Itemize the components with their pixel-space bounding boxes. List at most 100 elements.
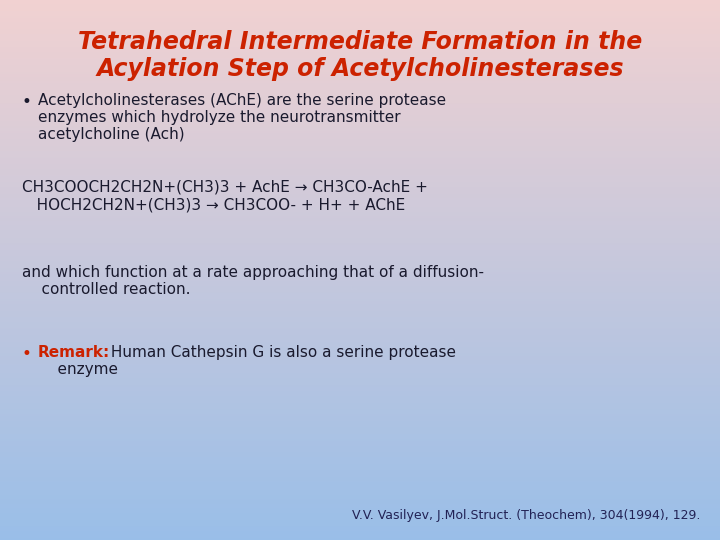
Text: •: • — [22, 93, 32, 111]
Bar — [0, 524, 720, 525]
Bar — [0, 259, 720, 261]
Text: HOCH2CH2N+(CH3)3 → CH3COO- + H+ + AChE: HOCH2CH2N+(CH3)3 → CH3COO- + H+ + AChE — [22, 197, 405, 212]
Bar — [0, 43, 720, 45]
Bar — [0, 342, 720, 344]
Bar — [0, 495, 720, 497]
Bar — [0, 366, 720, 367]
Bar — [0, 421, 720, 423]
Bar — [0, 471, 720, 474]
Bar — [0, 324, 720, 326]
Bar — [0, 250, 720, 252]
Bar — [0, 196, 720, 198]
Bar — [0, 66, 720, 69]
Bar — [0, 312, 720, 313]
Bar — [0, 113, 720, 115]
Bar — [0, 200, 720, 201]
Bar — [0, 133, 720, 135]
Bar — [0, 147, 720, 150]
Bar — [0, 434, 720, 436]
Bar — [0, 441, 720, 443]
Bar — [0, 326, 720, 328]
Bar — [0, 340, 720, 342]
Bar — [0, 34, 720, 36]
Text: Acylation Step of Acetylcholinesterases: Acylation Step of Acetylcholinesterases — [96, 57, 624, 81]
Bar — [0, 38, 720, 39]
Text: enzyme: enzyme — [38, 362, 118, 377]
Bar — [0, 69, 720, 70]
Bar — [0, 355, 720, 356]
Bar — [0, 290, 720, 292]
Bar — [0, 81, 720, 83]
Bar — [0, 414, 720, 416]
Bar — [0, 72, 720, 74]
Bar — [0, 533, 720, 535]
Bar — [0, 538, 720, 540]
Bar — [0, 382, 720, 383]
Bar — [0, 245, 720, 247]
Bar — [0, 263, 720, 265]
Bar — [0, 221, 720, 223]
Bar — [0, 232, 720, 234]
Bar — [0, 173, 720, 174]
Bar — [0, 490, 720, 491]
Bar — [0, 22, 720, 23]
Bar — [0, 191, 720, 193]
Bar — [0, 223, 720, 225]
Bar — [0, 439, 720, 441]
Text: and which function at a rate approaching that of a diffusion-: and which function at a rate approaching… — [22, 265, 484, 280]
Bar — [0, 376, 720, 378]
Bar — [0, 193, 720, 194]
Bar — [0, 293, 720, 295]
Bar — [0, 142, 720, 144]
Bar — [0, 174, 720, 177]
Bar — [0, 455, 720, 457]
Bar — [0, 304, 720, 306]
Bar — [0, 493, 720, 495]
Bar — [0, 437, 720, 439]
Bar — [0, 447, 720, 448]
Bar — [0, 420, 720, 421]
Bar — [0, 144, 720, 146]
Bar — [0, 47, 720, 49]
Bar — [0, 295, 720, 297]
Bar — [0, 432, 720, 434]
Bar — [0, 268, 720, 270]
Bar — [0, 241, 720, 243]
Bar — [0, 336, 720, 339]
Bar — [0, 506, 720, 508]
Bar — [0, 409, 720, 410]
Bar — [0, 160, 720, 162]
Bar — [0, 18, 720, 20]
Bar — [0, 378, 720, 380]
Bar — [0, 205, 720, 207]
Bar — [0, 454, 720, 455]
Bar — [0, 448, 720, 450]
Bar — [0, 39, 720, 42]
Bar — [0, 288, 720, 290]
Bar — [0, 477, 720, 479]
Bar — [0, 112, 720, 113]
Bar — [0, 151, 720, 153]
Bar — [0, 362, 720, 363]
Bar — [0, 274, 720, 275]
Bar — [0, 11, 720, 12]
Bar — [0, 117, 720, 119]
Bar — [0, 459, 720, 461]
Bar — [0, 166, 720, 167]
Bar — [0, 99, 720, 101]
Bar — [0, 158, 720, 160]
Bar — [0, 61, 720, 63]
Bar — [0, 520, 720, 522]
Bar — [0, 488, 720, 490]
Bar — [0, 252, 720, 254]
Bar — [0, 103, 720, 104]
Bar — [0, 444, 720, 447]
Bar — [0, 201, 720, 204]
Bar — [0, 85, 720, 86]
Bar — [0, 374, 720, 376]
Bar — [0, 211, 720, 212]
Bar — [0, 119, 720, 120]
Bar — [0, 218, 720, 220]
Bar — [0, 16, 720, 18]
Bar — [0, 491, 720, 493]
